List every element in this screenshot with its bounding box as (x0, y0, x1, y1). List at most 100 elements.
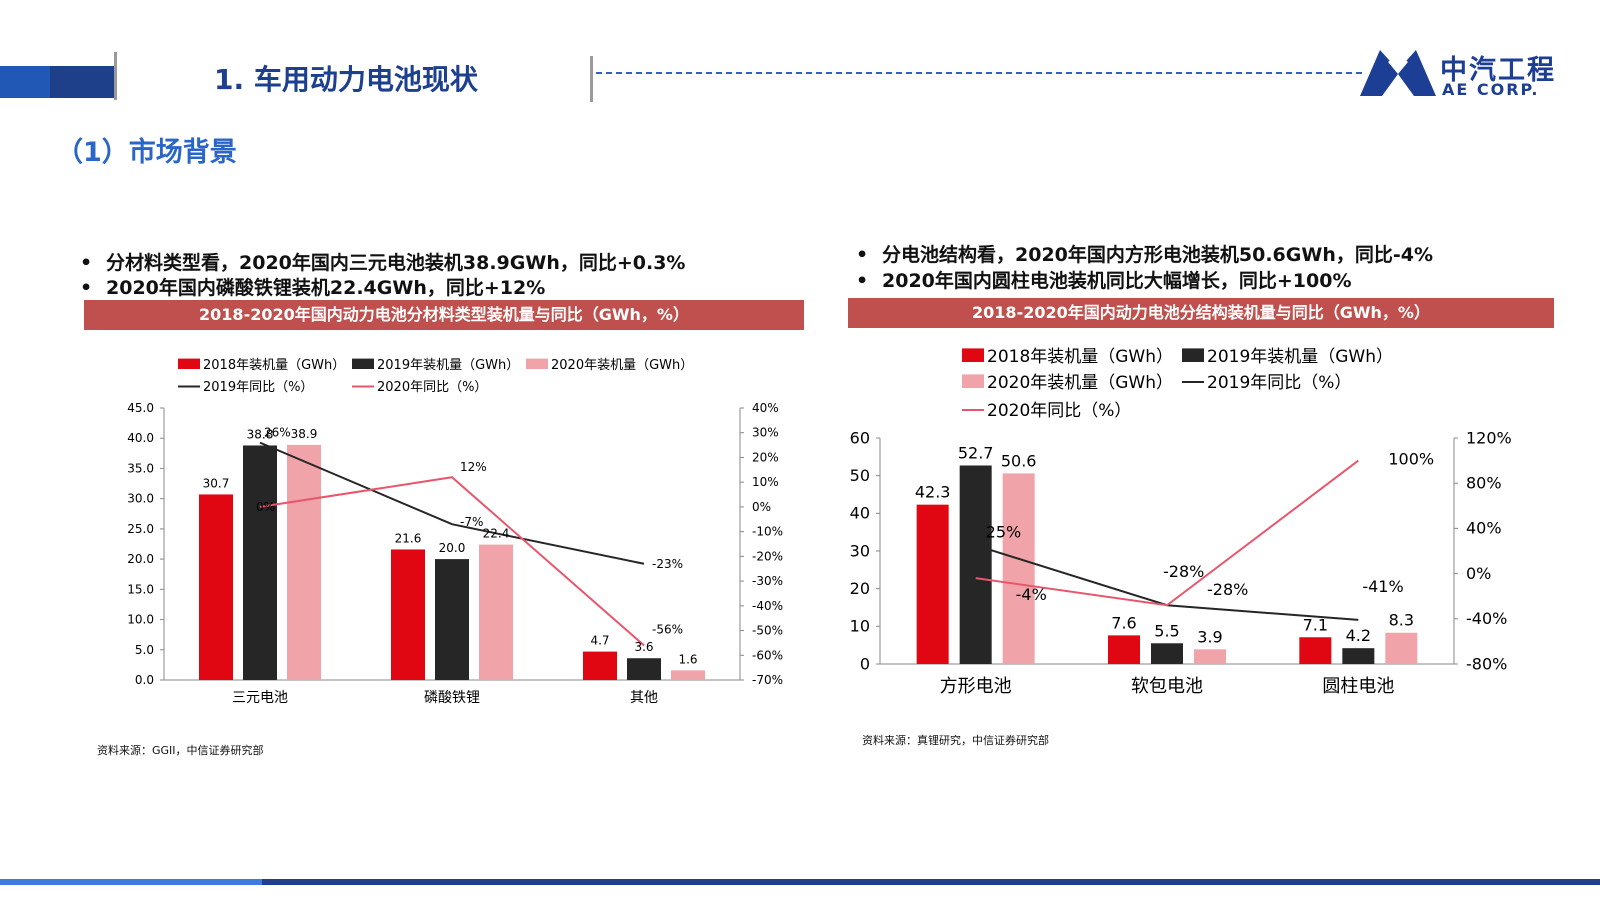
y2-tick-label: -80% (1466, 654, 1507, 673)
y-tick-label: 0 (860, 654, 870, 673)
footer-bar-dark (262, 879, 1600, 885)
footer-bar (0, 879, 262, 885)
y-tick-label: 20 (850, 579, 870, 598)
bullet-text: 分材料类型看，2020年国内三元电池装机38.9GWh，同比+0.3% (106, 252, 686, 274)
y2-tick-label: -40% (1466, 609, 1507, 628)
line-value-label: -41% (1362, 577, 1403, 596)
header-dashed-line (596, 72, 1362, 74)
line-value-label: 25% (986, 522, 1022, 541)
y2-tick-label: 0% (752, 500, 771, 514)
y-tick-label: 40 (850, 504, 870, 523)
bar (199, 494, 233, 680)
y-tick-label: 20.0 (127, 552, 154, 566)
chart-right: 2018年装机量（GWh） 2019年装机量（GWh） 2020年装机量（GWh） 2… (850, 347, 1512, 697)
y2-tick-label: -50% (752, 624, 783, 638)
bar (1194, 649, 1226, 664)
bar-value-label: 50.6 (1001, 451, 1037, 470)
y2-tick-label: -20% (752, 549, 783, 563)
bullet-text: 分电池结构看，2020年国内方形电池装机50.6GWh，同比-4% (882, 244, 1433, 266)
y2-tick-label: 0% (1466, 564, 1491, 583)
y-tick-label: 60 (850, 428, 870, 447)
legend-label: 2020年同比（%） (987, 401, 1131, 421)
line-value-label: -56% (652, 622, 683, 636)
y-tick-label: 10.0 (127, 613, 154, 627)
bar (627, 658, 661, 680)
y-tick-label: 30.0 (127, 492, 154, 506)
bar-value-label: 1.6 (678, 652, 697, 666)
bullet-text: 2020年国内圆柱电池装机同比大幅增长，同比+100% (882, 270, 1352, 292)
bar (1151, 643, 1183, 664)
bar (1108, 635, 1140, 664)
line-value-label: -23% (652, 557, 683, 571)
line-value-label: -28% (1207, 580, 1248, 599)
bar-value-label: 8.3 (1389, 611, 1414, 630)
bar (583, 651, 617, 680)
legend-swatch (352, 358, 374, 369)
source-note: 资料来源：GGII，中信证券研究部 (97, 744, 264, 757)
y2-tick-label: -70% (752, 673, 783, 687)
y2-tick-label: 10% (752, 475, 779, 489)
legend-label: 2018年装机量（GWh） (987, 347, 1173, 367)
bar (1002, 473, 1035, 664)
y-tick-label: 5.0 (135, 643, 154, 657)
source-note: 资料来源：真锂研究，中信证券研究部 (862, 734, 1049, 747)
header-accent-bar-dark (50, 66, 116, 98)
y2-tick-label: 40% (1466, 519, 1502, 538)
line-value-label: 26% (264, 426, 291, 440)
legend-swatch (1182, 348, 1204, 362)
bullet-item: • 分材料类型看，2020年国内三元电池装机38.9GWh，同比+0.3% (80, 252, 686, 274)
chart-legend: 2018年装机量（GWh） 2019年装机量（GWh） 2020年装机量（GWh） 2… (962, 347, 1393, 421)
line-value-label: -4% (1016, 585, 1047, 604)
legend-label: 2020年装机量（GWh） (987, 373, 1173, 393)
y2-tick-label: -10% (752, 525, 783, 539)
bullet-item: • 分电池结构看，2020年国内方形电池装机50.6GWh，同比-4% (856, 244, 1433, 266)
y2-tick-label: 40% (752, 401, 779, 415)
bar-value-label: 38.8 (247, 427, 274, 441)
y2-tick-label: 80% (1466, 474, 1502, 493)
bar-value-label: 7.6 (1111, 613, 1136, 632)
x-tick-label: 其他 (630, 690, 658, 706)
bar (287, 444, 321, 680)
logo-text-cn: 中汽工程 (1440, 55, 1556, 86)
legend-label: 2019年同比（%） (1207, 373, 1351, 393)
bar (391, 549, 425, 680)
legend-label: 2019年装机量（GWh） (1207, 347, 1393, 367)
y-tick-label: 40.0 (127, 431, 154, 445)
legend-swatch (962, 348, 984, 362)
legend-label: 2018年装机量（GWh） (203, 358, 345, 373)
legend-label: 2019年装机量（GWh） (377, 358, 519, 373)
y-tick-label: 50 (850, 466, 870, 485)
y2-tick-label: -60% (752, 648, 783, 662)
bar-value-label: 3.9 (1197, 627, 1222, 646)
bar (1342, 648, 1375, 664)
y-tick-label: 0.0 (135, 673, 154, 687)
x-tick-label: 软包电池 (1131, 676, 1203, 697)
bar (479, 544, 513, 680)
line-series (975, 459, 1359, 607)
line-series (259, 476, 645, 647)
x-tick-label: 三元电池 (232, 690, 288, 706)
bullet-text: 2020年国内磷酸铁锂装机22.4GWh，同比+12% (106, 277, 546, 299)
bar-value-label: 3.6 (634, 640, 653, 654)
line-value-label: -28% (1163, 562, 1204, 581)
bar (1385, 632, 1418, 664)
legend-label: 2019年同比（%） (203, 380, 313, 395)
y2-tick-label: 120% (1466, 428, 1512, 447)
legend-swatch (962, 374, 984, 388)
y-tick-label: 35.0 (127, 461, 154, 475)
legend-label: 2020年同比（%） (377, 380, 487, 395)
bullet-item: • 2020年国内圆柱电池装机同比大幅增长，同比+100% (856, 270, 1352, 292)
bar (435, 559, 469, 680)
line-value-label: 0% (256, 500, 275, 514)
bar-value-label: 4.2 (1346, 626, 1371, 645)
bar-value-label: 21.6 (395, 531, 422, 545)
bar (1299, 637, 1332, 664)
chart-left: 2018年装机量（GWh） 2019年装机量（GWh） 2020年装机量（GWh） 2… (127, 358, 783, 706)
line-series (259, 441, 645, 565)
x-tick-label: 圆柱电池 (1322, 676, 1394, 697)
bar-value-label: 22.4 (483, 527, 510, 541)
bar-value-label: 52.7 (958, 443, 994, 462)
chart-banner-right: 2018-2020年国内动力电池分结构装机量与同比（GWh，%） (848, 298, 1554, 328)
bar (671, 670, 705, 680)
header-divider (114, 52, 117, 100)
